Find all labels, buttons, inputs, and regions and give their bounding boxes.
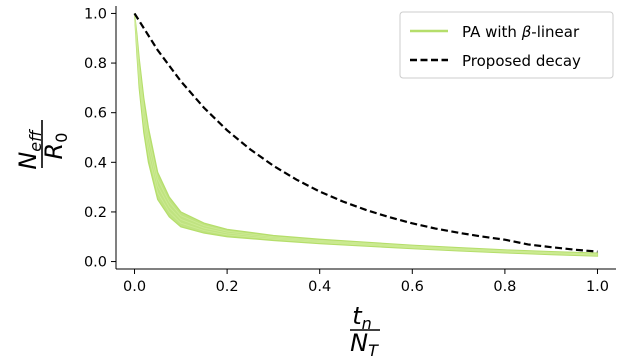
y-tick-label-1: 0.2	[84, 205, 107, 221]
x-tick-label-1: 0.2	[216, 279, 239, 295]
x-tick-label-4: 0.8	[493, 279, 516, 295]
svg-text:Neff: Neff	[14, 128, 45, 170]
x-label-denominator-sub: T	[368, 341, 379, 356]
y-label-numerator: N	[14, 152, 42, 170]
y-label-denominator-sub: 0	[52, 133, 71, 143]
y-label-numerator-sub: eff	[26, 128, 45, 152]
legend-label-pa-beta-linear: PA with β-linear	[462, 23, 580, 41]
plot-area	[133, 12, 599, 257]
x-tick-label-5: 1.0	[586, 279, 609, 295]
svg-text:NT: NT	[350, 329, 379, 356]
svg-text:tn: tn	[352, 302, 372, 333]
series-line-proposed-decay	[133, 12, 598, 253]
x-tick-label-2: 0.4	[308, 279, 331, 295]
series-strand-2	[134, 13, 598, 255]
x-tick-label-0: 0.0	[123, 279, 146, 295]
x-tick-label-3: 0.6	[401, 279, 424, 295]
x-axis-label: tn NT	[350, 302, 380, 356]
x-label-numerator-sub: n	[362, 314, 372, 333]
y-tick-label-0: 0.0	[84, 255, 107, 271]
y-tick-label-2: 0.4	[84, 155, 107, 171]
series-strand-0	[134, 13, 598, 256]
axis-labels: Neff R0 tn NT	[14, 120, 380, 356]
x-label-denominator: N	[350, 329, 368, 356]
series-strand-1	[134, 13, 598, 256]
y-tick-label-5: 1.0	[84, 6, 107, 22]
y-label-denominator: R	[40, 143, 68, 160]
axes: 0.0 0.2 0.4 0.6 0.8 1.0 0.0 0.2 0.4 0.6 0.8 1.0	[84, 6, 616, 295]
y-axis-label: Neff R0	[14, 120, 71, 170]
y-tick-label-4: 0.8	[84, 56, 107, 72]
legend: PA with β-linear Proposed decay	[399, 11, 614, 79]
legend-frame	[399, 11, 614, 79]
y-tick-label-3: 0.6	[84, 106, 107, 122]
x-label-numerator: t	[352, 302, 363, 330]
legend-label-proposed-decay: Proposed decay	[462, 52, 581, 70]
svg-text:R0: R0	[40, 133, 71, 160]
